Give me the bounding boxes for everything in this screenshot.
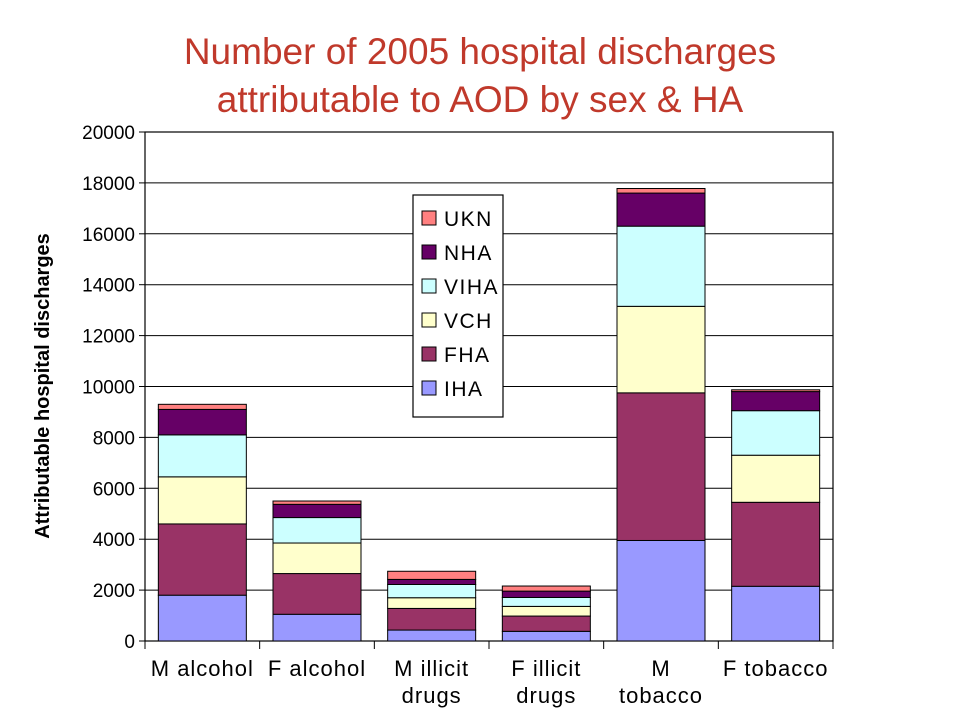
- axes: [139, 131, 834, 649]
- bar-segment-nha: [157, 408, 247, 436]
- legend-label-fha: FHA: [444, 344, 491, 367]
- bars: [157, 187, 821, 642]
- y-tick-label: 10000: [82, 378, 135, 399]
- bar-segment-ukn: [616, 187, 706, 194]
- bar-segment-nha: [387, 578, 477, 586]
- bar-stack-3: [501, 585, 591, 642]
- y-tick-label: 4000: [93, 530, 135, 551]
- legend-box: [412, 194, 504, 418]
- bar-segment-nha: [616, 192, 706, 227]
- chart-title-line-2: attributable to AOD by sex & HA: [216, 79, 744, 120]
- bar-segment-viha: [731, 410, 821, 456]
- bar-segment-vch: [616, 305, 706, 394]
- legend-label-ukn: UKN: [444, 208, 493, 231]
- bar-stack-5: [731, 389, 821, 642]
- y-tick-label: 0: [124, 632, 135, 653]
- bar-segment-nha: [731, 391, 821, 412]
- bar-segment-viha: [387, 584, 477, 599]
- bar-segment-fha: [387, 607, 477, 631]
- bar-segment-fha: [157, 523, 247, 596]
- bar-segment-vch: [731, 454, 821, 503]
- bar-segment-vch: [501, 605, 591, 617]
- bar-stack-2: [387, 570, 477, 642]
- y-tick-label: 16000: [82, 225, 135, 246]
- y-tick-label: 6000: [93, 479, 135, 500]
- bar-segment-vch: [157, 476, 247, 525]
- category-label: M alcohol: [151, 656, 254, 681]
- bar-segment-viha: [501, 596, 591, 607]
- bar-segment-ukn: [731, 389, 821, 393]
- category-label: M: [651, 656, 670, 681]
- y-tick-label: 20000: [82, 123, 135, 144]
- category-label: F tobacco: [723, 656, 829, 681]
- y-tick-label: 18000: [82, 174, 135, 195]
- chart-title-line-1: Number of 2005 hospital discharges: [183, 31, 777, 72]
- legend-label-iha: IHA: [444, 378, 484, 401]
- legend-swatch-nha: [421, 244, 437, 260]
- legend-swatch-viha: [421, 278, 437, 294]
- y-tick-label: 12000: [82, 327, 135, 348]
- legend-swatch-vch: [421, 312, 437, 328]
- y-axis-title: Attributable hospital discharges: [32, 233, 54, 539]
- bar-segment-viha: [616, 225, 706, 307]
- bar-segment-iha: [157, 594, 247, 642]
- y-tick-label: 8000: [93, 428, 135, 449]
- category-label: drugs: [516, 683, 576, 708]
- category-label: F illicit: [511, 656, 581, 681]
- legend-swatch-ukn: [421, 210, 437, 226]
- bar-segment-iha: [387, 629, 477, 642]
- bar-stack-4: [616, 187, 706, 642]
- chart-title: Number of 2005 hospital discharges attri…: [0, 28, 960, 124]
- bar-segment-vch: [272, 542, 362, 575]
- legend-swatch-iha: [421, 380, 437, 396]
- bar-segment-viha: [157, 434, 247, 478]
- legend-label-viha: VIHA: [444, 276, 499, 299]
- bar-segment-fha: [501, 615, 591, 632]
- bar-stack-0: [157, 403, 247, 642]
- legend-label-vch: VCH: [444, 310, 493, 333]
- bar-segment-nha: [501, 590, 591, 598]
- bar-segment-iha: [272, 613, 362, 642]
- bar-segment-fha: [272, 573, 362, 615]
- bar-segment-iha: [731, 585, 821, 642]
- bar-segment-fha: [616, 392, 706, 541]
- category-label: drugs: [402, 683, 462, 708]
- bar-segment-viha: [272, 517, 362, 544]
- legend-swatch-fha: [421, 346, 437, 362]
- category-label: M illicit: [394, 656, 469, 681]
- bar-segment-iha: [501, 630, 591, 642]
- bar-segment-nha: [272, 503, 362, 519]
- bar-segment-ukn: [157, 403, 247, 410]
- bar-stack-1: [272, 500, 362, 642]
- y-tick-labels: 0 2000 4000 6000 8000 10000 12000 14000 16000 180…: [82, 123, 135, 653]
- bar-segment-ukn: [387, 570, 477, 580]
- y-tick-label: 14000: [82, 276, 135, 297]
- category-label: tobacco: [619, 683, 703, 708]
- bar-segment-fha: [731, 501, 821, 587]
- legend: UKN NHA VIHA VCH FHA IHA: [412, 194, 504, 418]
- bar-segment-vch: [387, 597, 477, 609]
- bar-segment-ukn: [272, 500, 362, 505]
- bar-segment-ukn: [501, 585, 591, 592]
- y-tick-label: 2000: [93, 581, 135, 602]
- bar-segment-iha: [616, 539, 706, 642]
- category-label: F alcohol: [268, 656, 366, 681]
- legend-label-nha: NHA: [444, 242, 493, 265]
